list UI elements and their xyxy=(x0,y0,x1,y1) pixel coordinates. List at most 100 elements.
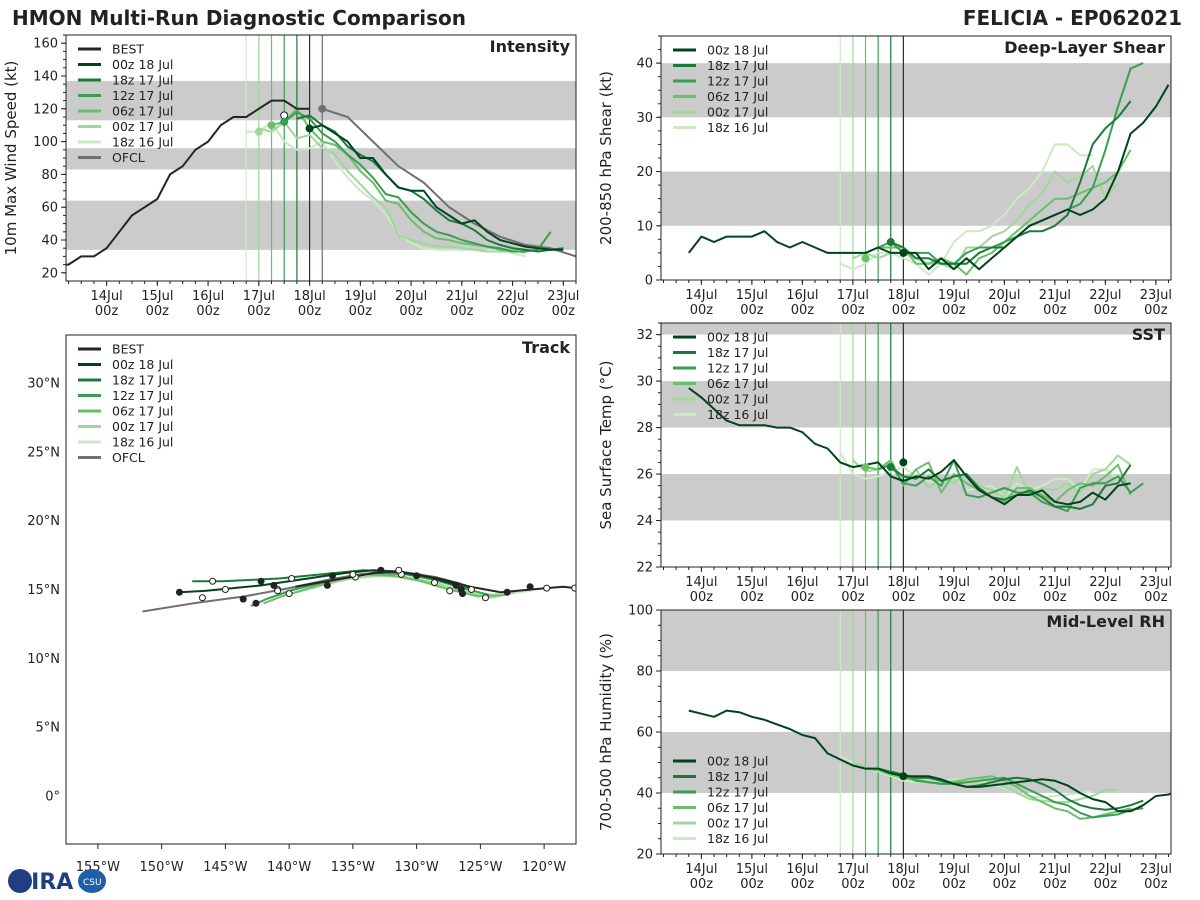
sst-marker xyxy=(861,463,870,472)
track-position-marker xyxy=(430,579,438,587)
rh-legend-label: 06z 17 Jul xyxy=(707,800,768,815)
sst-ytick-label: 28 xyxy=(636,421,653,436)
track-position-marker xyxy=(395,566,403,574)
intensity-xtick-label-hour: 00z xyxy=(298,304,322,319)
rh-legend-label: 12z 17 Jul xyxy=(707,785,768,800)
track-legend-label: 12z 17 Jul xyxy=(112,388,173,403)
rh-ylabel: 700-500 hPa Humidity (%) xyxy=(597,633,615,831)
shear-ytick-label: 10 xyxy=(636,219,653,234)
intensity-series-line xyxy=(296,114,564,253)
shear-xtick-label: 16Jul xyxy=(786,288,818,303)
intensity-legend-label: 00z 17 Jul xyxy=(112,119,173,134)
track-position-marker xyxy=(285,590,293,598)
sst-xtick-label: 14Jul xyxy=(685,575,717,590)
intensity-xtick-label: 16Jul xyxy=(192,289,224,304)
shear-xtick-label-hour: 00z xyxy=(993,303,1017,318)
track-position-marker xyxy=(209,577,217,585)
intensity-marker xyxy=(267,121,276,130)
track-position-marker xyxy=(526,583,534,591)
track-position-marker xyxy=(467,586,475,593)
rh-legend-label: 18z 16 Jul xyxy=(707,831,768,846)
intensity-ytick-label: 140 xyxy=(33,70,58,85)
sst-ytick-label: 30 xyxy=(636,375,653,390)
rh-xtick-label-hour: 00z xyxy=(1144,877,1168,892)
rh-xtick-label: 18Jul xyxy=(887,862,919,877)
intensity-xtick-label-hour: 00z xyxy=(146,304,170,319)
shear-ytick-label: 30 xyxy=(636,111,653,126)
shear-legend-label: 00z 18 Jul xyxy=(707,43,768,58)
sst-legend-label: 00z 17 Jul xyxy=(707,392,768,407)
track-position-marker xyxy=(349,570,357,578)
intensity-legend-label: OFCL xyxy=(112,150,145,165)
intensity-legend-label: BEST xyxy=(112,42,144,57)
sst-band xyxy=(661,381,1171,428)
track-position-marker xyxy=(457,586,465,593)
track-legend-label: BEST xyxy=(112,342,144,357)
sst-xtick-label: 18Jul xyxy=(887,575,919,590)
intensity-xtick-label: 21Jul xyxy=(446,289,478,304)
rh-xtick-label-hour: 00z xyxy=(740,877,764,892)
sst-ytick-label: 26 xyxy=(636,468,653,483)
rh-ytick-label: 20 xyxy=(636,848,653,863)
page-title: HMON Multi-Run Diagnostic Comparison xyxy=(12,6,466,30)
track-ytick-label: 0° xyxy=(45,789,60,804)
track-position-marker xyxy=(503,588,511,596)
sst-xtick-label: 23Jul xyxy=(1140,575,1172,590)
intensity-ytick-label: 80 xyxy=(41,168,58,183)
rh-xtick-label: 23Jul xyxy=(1140,862,1172,877)
intensity-ytick-label: 120 xyxy=(33,102,58,117)
sst-xtick-label: 22Jul xyxy=(1089,575,1121,590)
track-frame xyxy=(65,334,577,845)
rh-marker xyxy=(899,772,908,781)
sst-xtick-label-hour: 00z xyxy=(942,590,966,605)
intensity-ylabel: 10m Max Wind Speed (kt) xyxy=(2,61,20,256)
track-xtick-label: 120°W xyxy=(522,860,566,875)
rh-legend-label: 18z 17 Jul xyxy=(707,769,768,784)
intensity-ytick-label: 160 xyxy=(33,37,58,52)
track-xtick-label: 130°W xyxy=(395,860,439,875)
track-legend-label: 18z 16 Jul xyxy=(112,435,173,450)
intensity-xtick-label-hour: 00z xyxy=(196,304,220,319)
track-position-marker xyxy=(198,594,206,602)
shear-series-line xyxy=(877,62,1144,265)
intensity-xtick-label-hour: 00z xyxy=(399,304,423,319)
track-xtick-label: 145°W xyxy=(203,860,247,875)
track-xtick-label: 140°W xyxy=(267,860,311,875)
intensity-xtick-label: 14Jul xyxy=(90,289,122,304)
sst-xtick-label-hour: 00z xyxy=(740,590,764,605)
track-position-marker xyxy=(481,594,489,602)
intensity-legend-label: 18z 17 Jul xyxy=(112,73,173,88)
track-position-marker xyxy=(252,599,260,607)
track-position-marker xyxy=(413,572,421,580)
sst-xtick-label: 20Jul xyxy=(988,575,1020,590)
rh-xtick-label-hour: 00z xyxy=(791,877,815,892)
shear-panel: 01020304014Jul00z15Jul00z16Jul00z17Jul00… xyxy=(597,35,1172,318)
rh-panel: 2040608010014Jul00z15Jul00z16Jul00z17Jul… xyxy=(597,604,1172,893)
intensity-xtick-label-hour: 00z xyxy=(247,304,271,319)
shear-xtick-label-hour: 00z xyxy=(942,303,966,318)
rh-xtick-label: 19Jul xyxy=(938,862,970,877)
rh-xtick-label-hour: 00z xyxy=(690,877,714,892)
sst-xtick-label: 21Jul xyxy=(1039,575,1071,590)
intensity-xtick-label-hour: 00z xyxy=(552,304,576,319)
intensity-marker xyxy=(280,111,289,120)
shear-xtick-label: 18Jul xyxy=(887,288,919,303)
shear-series-line xyxy=(688,84,1170,271)
intensity-xtick-label: 18Jul xyxy=(293,289,325,304)
rh-series-line xyxy=(688,709,1171,813)
intensity-xtick-label: 15Jul xyxy=(141,289,173,304)
sst-panel: 22242628303214Jul00z15Jul00z16Jul00z17Ju… xyxy=(597,322,1172,605)
intensity-band xyxy=(66,80,576,121)
track-ytick-label: 20°N xyxy=(27,514,60,529)
sst-legend-label: 18z 16 Jul xyxy=(707,407,768,422)
track-position-marker xyxy=(257,577,265,585)
intensity-marker xyxy=(305,124,314,133)
track-position-marker xyxy=(571,584,576,592)
sst-ytick-label: 22 xyxy=(636,561,653,576)
sst-xtick-label-hour: 00z xyxy=(1043,590,1067,605)
intensity-series-line xyxy=(309,124,564,251)
rh-ytick-label: 80 xyxy=(636,665,653,680)
track-series-group xyxy=(142,566,576,613)
shear-xtick-label-hour: 00z xyxy=(841,303,865,318)
track-xtick-label: 150°W xyxy=(140,860,184,875)
